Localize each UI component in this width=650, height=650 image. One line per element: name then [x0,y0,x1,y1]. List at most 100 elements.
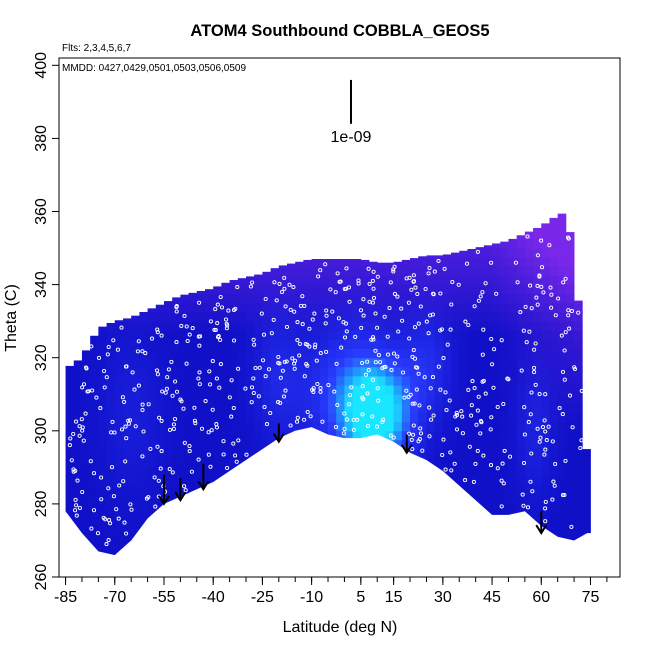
heatmap-cell [254,385,263,395]
sample-point [335,402,340,408]
x-tick-label: -40 [202,589,225,606]
sample-point [490,362,495,367]
heatmap-cell [393,403,403,413]
heatmap-cell [163,458,173,468]
heatmap-cell [500,248,509,258]
sample-point [491,385,496,390]
heatmap-cell [147,439,157,450]
heatmap-cell [500,241,509,249]
heatmap-cell [524,284,534,295]
heatmap-cell [311,293,321,304]
heatmap-cell [122,339,132,349]
heatmap-cell [155,394,165,404]
heatmap-cell [98,375,107,386]
heatmap-cell [508,321,518,331]
sample-point [444,407,449,413]
heatmap-cell [541,421,550,432]
heatmap-cell [582,467,591,477]
heatmap-cell [246,421,255,432]
heatmap-cell [319,284,329,295]
plot-frame [58,57,621,578]
heatmap-cell [475,257,485,267]
sample-point [210,407,215,412]
heatmap-cell [73,360,83,368]
sample-point [307,326,312,331]
heatmap-cell [229,293,239,304]
sample-point [232,338,237,343]
heatmap-cell [155,312,165,322]
heatmap-cell [385,266,395,276]
sample-point [549,292,554,297]
heatmap-cell [516,476,526,487]
sample-point [342,411,347,416]
sample-point [292,361,297,366]
heatmap-cell [516,503,526,514]
heatmap-cell [360,375,370,386]
heatmap-cell [131,513,140,523]
heatmap-cell [360,275,370,286]
heatmap-cell [557,385,567,395]
heatmap-cell [180,394,189,404]
heatmap-cell [492,494,501,505]
heatmap-cell [114,540,124,550]
heatmap-cell [524,458,534,468]
heatmap-cell [475,421,485,432]
sample-point [407,275,412,280]
heatmap-cell [90,522,99,532]
heatmap-cell [369,339,378,349]
heatmap-cell [516,330,526,340]
heatmap-cell [180,385,189,395]
sample-point [292,366,297,371]
heatmap-cell [459,275,468,286]
heatmap-cell [352,394,362,404]
sample-point [256,394,261,399]
sample-point [489,260,494,265]
sample-point [479,420,484,425]
sample-point [438,291,443,296]
sample-point [375,325,380,330]
heatmap-cell [221,449,230,459]
heatmap-cell [319,293,329,304]
sample-point [80,385,85,390]
heatmap-cell [180,348,189,359]
heatmap-cell [98,412,107,423]
heatmap-cell [65,503,75,514]
heatmap-cell [451,458,460,468]
sample-point [342,426,347,432]
heatmap-cell [369,284,378,295]
heatmap-cell [254,284,263,295]
sample-point [429,417,434,422]
heatmap-cell [524,403,534,413]
heatmap-cell [213,375,222,386]
heatmap-cell [352,302,362,313]
heatmap-cell [188,321,198,331]
heatmap-cell [549,321,559,331]
heatmap-cell [524,430,534,441]
heatmap-cell [524,339,534,349]
heatmap-cell [336,339,345,349]
heatmap-cell [565,257,575,267]
sample-point [438,387,443,392]
heatmap-cell [557,375,567,386]
heatmap-cell [516,321,526,331]
heatmap-cell [565,458,575,468]
sample-point [388,280,393,285]
sample-point [277,281,282,286]
heatmap-cell [311,412,321,423]
heatmap-cell [254,403,263,413]
heatmap-cell [492,243,501,249]
heatmap-cell [246,430,255,441]
heatmap-cell [426,255,436,258]
sample-point [373,348,378,353]
sample-point [532,365,537,370]
heatmap-cell [278,421,288,432]
sample-point [120,395,125,400]
heatmap-cell [442,254,452,258]
heatmap-cell [410,293,419,304]
sample-point [539,265,545,270]
heatmap-cell [475,266,485,276]
heatmap-cell [492,439,501,450]
sample-point [140,407,145,413]
heatmap-cell [90,439,99,450]
heatmap-cell [377,385,386,395]
